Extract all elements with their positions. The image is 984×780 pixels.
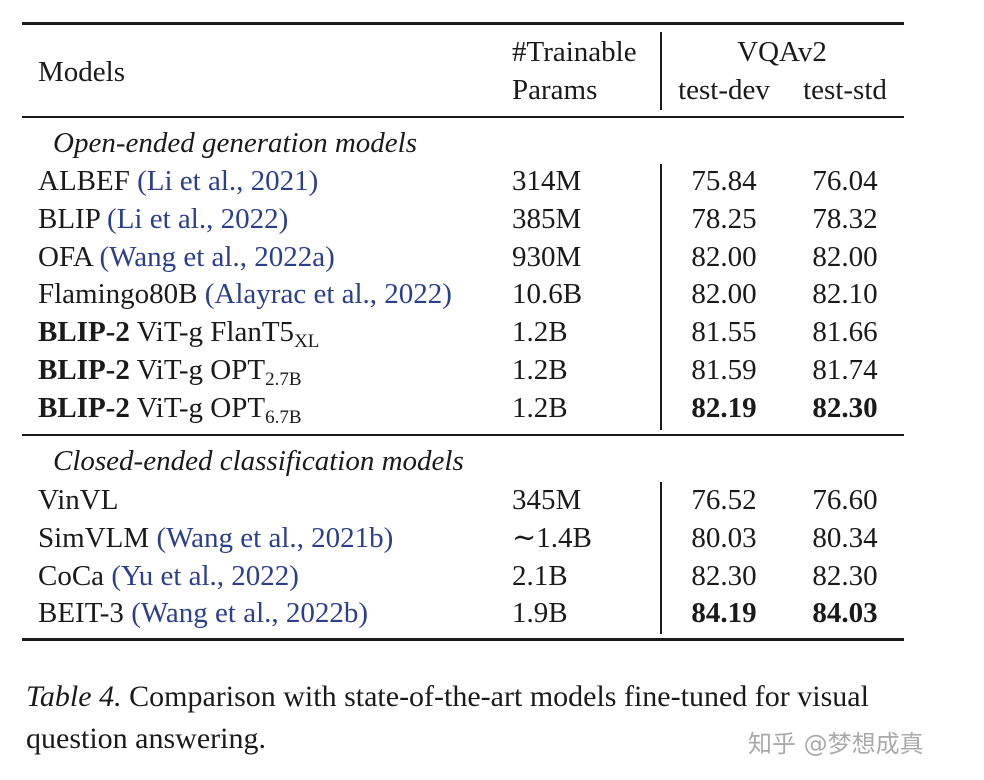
- model-name: VinVL: [38, 482, 118, 518]
- body-divider-open: [660, 164, 662, 430]
- test-std-score: 76.04: [812, 165, 878, 197]
- citation-link[interactable]: (Wang et al., 2022b): [131, 597, 369, 630]
- params-value: 1.2B: [512, 354, 568, 386]
- model-label: SimVLM: [38, 521, 157, 554]
- test-std-score: 82.30: [812, 559, 878, 592]
- header-vqav2: VQAv2: [737, 36, 827, 68]
- test-dev-score: 76.52: [691, 484, 757, 516]
- model-label: ViT-g FlanT5: [129, 316, 295, 349]
- test-std-score: 80.34: [812, 521, 878, 554]
- test-dev-score: 84.19: [691, 597, 757, 630]
- test-std-score: 81.74: [812, 354, 878, 386]
- params-value: 385M: [512, 202, 582, 235]
- model-name: BLIP-2 ViT-g OPT6.7B: [38, 390, 302, 428]
- model-label: BLIP: [38, 202, 108, 235]
- table-caption: Table 4. Comparison with state-of-the-ar…: [26, 676, 926, 760]
- caption-label: Table 4.: [26, 680, 122, 713]
- model-size-subscript: 6.7B: [265, 406, 302, 428]
- citation-link[interactable]: (Li et al., 2021): [137, 165, 319, 197]
- citation-link[interactable]: (Li et al., 2022): [107, 202, 289, 235]
- header-test-dev: test-dev: [678, 74, 770, 106]
- model-label: CoCa: [38, 559, 112, 592]
- citation-link[interactable]: (Wang et al., 2022a): [99, 240, 335, 273]
- model-name: BLIP-2 ViT-g OPT2.7B: [38, 352, 302, 390]
- section-title-open: Open-ended generation models: [53, 127, 418, 159]
- model-name: OFA (Wang et al., 2022a): [38, 239, 335, 275]
- test-dev-score: 82.00: [691, 278, 757, 311]
- test-dev-score: 82.19: [691, 391, 757, 424]
- test-std-score: 81.66: [812, 316, 878, 349]
- model-bold-name: BLIP-2: [38, 391, 130, 424]
- section-rule: [22, 434, 904, 436]
- citation-link[interactable]: (Alayrac et al., 2022): [204, 278, 452, 311]
- params-value: 10.6B: [512, 278, 583, 311]
- section-title-closed: Closed-ended classification models: [53, 445, 464, 477]
- header-params-line1: #Trainable: [512, 36, 637, 68]
- test-std-score: 82.30: [812, 391, 878, 424]
- model-label: ALBEF: [38, 165, 138, 197]
- bottom-rule: [22, 638, 904, 641]
- params-value: 314M: [512, 165, 582, 197]
- test-dev-score: 75.84: [691, 165, 757, 197]
- model-label: ViT-g OPT: [129, 354, 266, 386]
- test-std-score: 82.00: [812, 240, 878, 273]
- model-bold-name: BLIP-2: [38, 316, 130, 349]
- test-dev-score: 81.59: [691, 354, 757, 386]
- model-name: BLIP-2 ViT-g FlanT5XL: [38, 314, 320, 353]
- test-dev-score: 80.03: [691, 521, 757, 554]
- body-divider-closed: [660, 482, 662, 634]
- caption-text: Comparison with state-of-the-art models …: [26, 680, 869, 755]
- model-bold-name: BLIP-2: [38, 354, 130, 386]
- test-dev-score: 78.25: [691, 202, 757, 235]
- header-rule: [22, 116, 904, 118]
- params-value: 1.9B: [512, 597, 568, 630]
- model-name: CoCa (Yu et al., 2022): [38, 558, 299, 594]
- watermark: 知乎 @梦想成真: [748, 730, 924, 758]
- test-dev-score: 82.00: [691, 240, 757, 273]
- header-params-line2: Params: [512, 74, 598, 106]
- params-value: 930M: [512, 240, 582, 273]
- model-label: Flamingo80B: [38, 278, 205, 311]
- model-size-subscript: XL: [294, 331, 320, 353]
- model-label: OFA: [38, 240, 100, 273]
- model-name: Flamingo80B (Alayrac et al., 2022): [38, 276, 452, 312]
- model-label: VinVL: [38, 484, 119, 516]
- citation-link[interactable]: (Wang et al., 2021b): [156, 521, 394, 554]
- test-std-score: 82.10: [812, 278, 878, 311]
- model-label: ViT-g OPT: [129, 391, 266, 424]
- model-name: BEIT-3 (Wang et al., 2022b): [38, 595, 368, 631]
- header-models: Models: [38, 56, 125, 88]
- test-dev-score: 81.55: [691, 316, 757, 349]
- model-label: BEIT-3: [38, 597, 132, 630]
- params-value: ∼1.4B: [512, 521, 592, 554]
- model-name: BLIP (Li et al., 2022): [38, 201, 288, 237]
- test-std-score: 84.03: [812, 597, 878, 630]
- params-value: 2.1B: [512, 559, 568, 592]
- model-name: ALBEF (Li et al., 2021): [38, 163, 318, 199]
- test-std-score: 78.32: [812, 202, 878, 235]
- model-name: SimVLM (Wang et al., 2021b): [38, 520, 393, 556]
- params-value: 1.2B: [512, 316, 568, 349]
- top-rule: [22, 22, 904, 25]
- params-value: 1.2B: [512, 391, 568, 424]
- params-value: 345M: [512, 484, 582, 516]
- header-divider: [660, 32, 662, 110]
- header-test-std: test-std: [803, 74, 887, 106]
- test-std-score: 76.60: [812, 484, 878, 516]
- model-size-subscript: 2.7B: [265, 369, 302, 390]
- test-dev-score: 82.30: [691, 559, 757, 592]
- citation-link[interactable]: (Yu et al., 2022): [111, 559, 299, 592]
